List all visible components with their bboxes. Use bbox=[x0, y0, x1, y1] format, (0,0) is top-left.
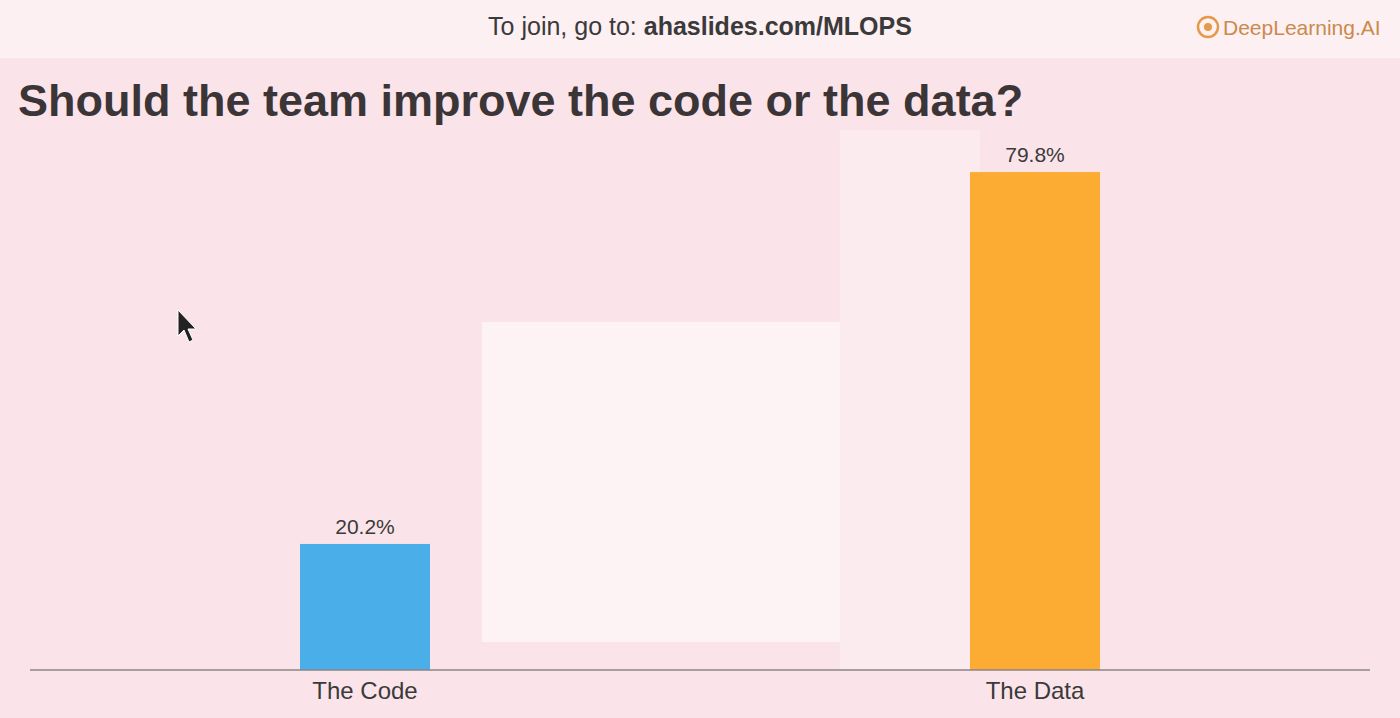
logo-text: DeepLearning.AI bbox=[1223, 16, 1381, 39]
logo-icon-dot bbox=[1204, 23, 1212, 31]
data-label: 20.2% bbox=[335, 515, 395, 538]
header-band bbox=[0, 0, 1400, 58]
join-instructions: To join, go to: ahaslides.com/MLOPS bbox=[488, 12, 912, 40]
bar bbox=[300, 544, 430, 670]
category-label: The Code bbox=[312, 677, 417, 704]
cursor bbox=[178, 310, 196, 342]
data-label: 79.8% bbox=[1005, 143, 1065, 166]
join-url: ahaslides.com/MLOPS bbox=[644, 12, 912, 40]
baseline bbox=[30, 669, 1370, 671]
bar bbox=[970, 172, 1100, 670]
chart: To join, go to: ahaslides.com/MLOPS DeepL… bbox=[0, 0, 1400, 718]
bars bbox=[300, 172, 1100, 670]
background bbox=[0, 0, 1400, 718]
chart-title: Should the team improve the code or the … bbox=[18, 75, 1023, 126]
logo-icon bbox=[1198, 17, 1218, 37]
join-label: To join, go to: bbox=[488, 12, 644, 40]
category-label: The Data bbox=[986, 677, 1085, 704]
backdrop-figure bbox=[840, 130, 980, 670]
